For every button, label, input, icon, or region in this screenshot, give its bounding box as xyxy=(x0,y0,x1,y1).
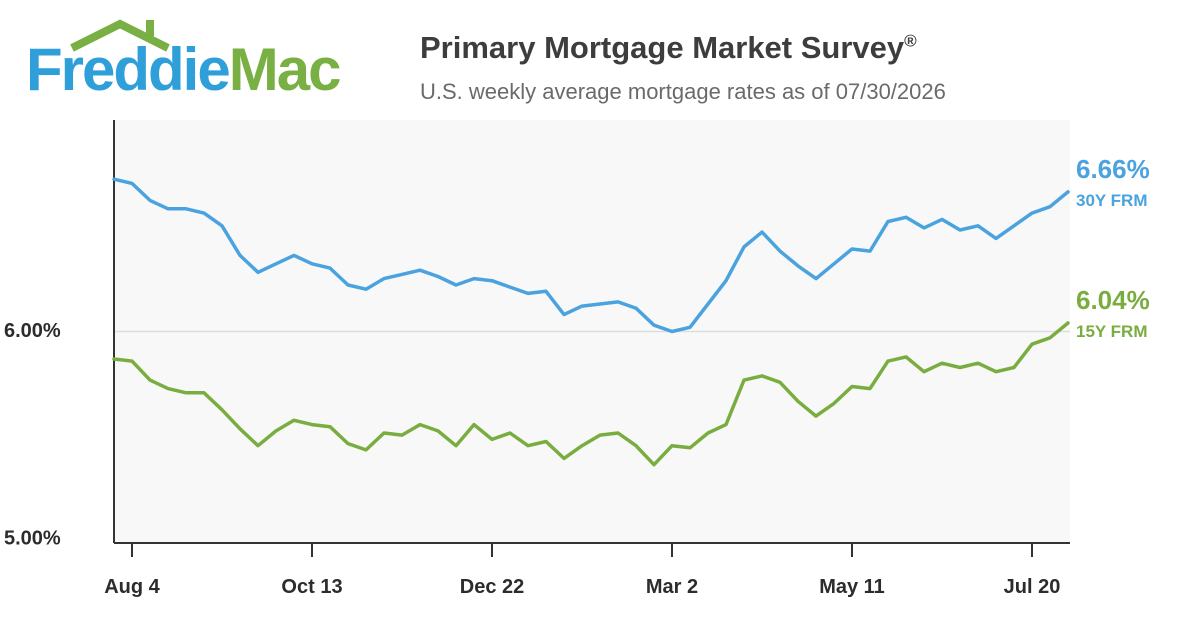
x-tick-label: Aug 4 xyxy=(104,576,160,598)
y-axis-labels: 6.00% 5.00% xyxy=(4,320,61,550)
end-value-15y-frm: 6.04% xyxy=(1076,285,1150,315)
y-tick-label: 5.00% xyxy=(4,527,61,549)
logo-wordmark: FreddieMac xyxy=(26,40,341,100)
header: FreddieMac Primary Mortgage Market Surve… xyxy=(0,0,1200,110)
series-end-labels: 6.66% 30Y FRM 6.04% 15Y FRM xyxy=(1076,154,1150,341)
series-name-15y-frm: 15Y FRM xyxy=(1076,322,1148,341)
series-line-15y-frm xyxy=(112,321,1070,467)
x-tick-label: Mar 2 xyxy=(646,576,698,598)
series-name-30y-frm: 30Y FRM xyxy=(1076,191,1148,210)
x-tick-label: Dec 22 xyxy=(460,576,525,598)
x-tick-label: Jul 20 xyxy=(1004,576,1061,598)
freddie-mac-logo[interactable]: FreddieMac xyxy=(26,18,386,108)
y-tick-label: 6.00% xyxy=(4,320,61,342)
title-text: Primary Mortgage Market Survey xyxy=(420,30,905,65)
end-value-30y-frm: 6.66% xyxy=(1076,154,1150,184)
roof-chimney xyxy=(146,20,154,36)
x-tick-label: Oct 13 xyxy=(281,576,342,598)
house-roof-icon xyxy=(70,19,170,52)
page-subtitle: U.S. weekly average mortgage rates as of… xyxy=(420,79,946,104)
logo-word-mac: Mac xyxy=(228,36,342,103)
x-axis-ticks: Aug 4 Oct 13 Dec 22 Mar 2 May 11 Jul 20 xyxy=(104,543,1060,598)
registered-mark: ® xyxy=(904,31,917,51)
logo-word-freddie: Freddie xyxy=(26,36,231,103)
series-line-30y-frm xyxy=(112,177,1070,334)
roof-shape xyxy=(70,19,170,52)
x-tick-label: May 11 xyxy=(819,576,885,598)
page-title: Primary Mortgage Market Survey® xyxy=(420,30,917,66)
series-lines xyxy=(112,177,1070,467)
